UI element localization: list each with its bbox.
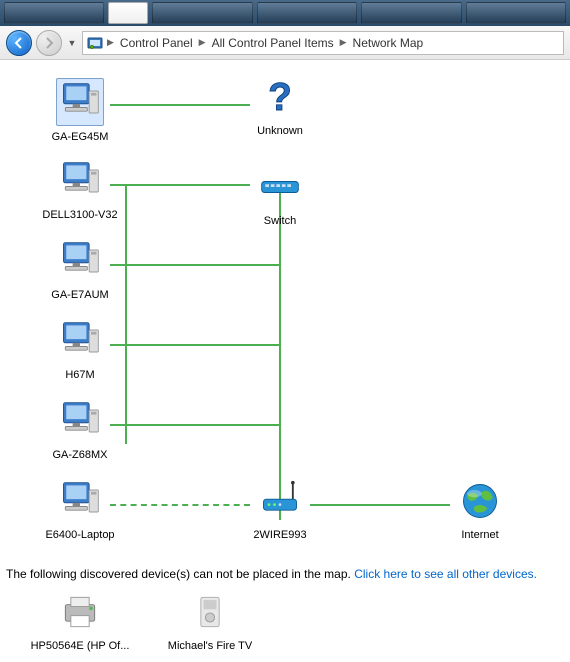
control-panel-icon bbox=[87, 35, 103, 51]
node-label: GA-Z68MX bbox=[30, 449, 130, 461]
message-text: The following discovered device(s) can n… bbox=[6, 567, 354, 581]
node-router[interactable]: 2WIRE993 bbox=[230, 478, 330, 541]
history-dropdown-icon[interactable]: ▼ bbox=[66, 38, 78, 48]
svg-text:?: ? bbox=[268, 76, 292, 119]
tab-placeholder bbox=[4, 2, 104, 24]
connection-line bbox=[279, 190, 281, 520]
node-label: Internet bbox=[430, 529, 530, 541]
node-label: DELL3100-V32 bbox=[30, 209, 130, 221]
connection-line bbox=[310, 504, 450, 506]
navigation-bar: ▼ ▶ Control Panel ▶ All Control Panel It… bbox=[0, 26, 570, 60]
desktop-pc-icon bbox=[57, 318, 103, 364]
connection-line bbox=[110, 184, 250, 186]
printer-icon bbox=[57, 589, 103, 635]
tab-selected bbox=[108, 2, 148, 24]
connection-line bbox=[110, 264, 280, 266]
node-label: GA-EG45M bbox=[30, 131, 130, 143]
breadcrumb-network-map[interactable]: Network Map bbox=[351, 36, 426, 50]
tab-placeholder bbox=[257, 2, 357, 24]
unplaced-devices-row: HP50564E (HP Of... Michael's Fire TV bbox=[0, 583, 570, 658]
connection-line bbox=[110, 424, 280, 426]
desktop-pc-icon bbox=[57, 158, 103, 204]
node-label: Michael's Fire TV bbox=[160, 640, 260, 652]
tab-placeholder bbox=[361, 2, 461, 24]
globe-icon bbox=[457, 478, 503, 524]
desktop-pc-icon bbox=[56, 78, 104, 126]
node-label: 2WIRE993 bbox=[230, 529, 330, 541]
node-pc[interactable]: H67M bbox=[30, 318, 130, 381]
desktop-pc-icon bbox=[57, 398, 103, 444]
tab-placeholder bbox=[152, 2, 252, 24]
node-pc[interactable]: DELL3100-V32 bbox=[30, 158, 130, 221]
node-label: Switch bbox=[230, 215, 330, 227]
desktop-pc-icon bbox=[57, 478, 103, 524]
node-printer[interactable]: HP50564E (HP Of... bbox=[30, 589, 130, 652]
window-tabstrip bbox=[0, 0, 570, 26]
node-label: HP50564E (HP Of... bbox=[30, 640, 130, 652]
node-label: GA-E7AUM bbox=[30, 289, 130, 301]
node-this-pc[interactable]: GA-EG45M bbox=[30, 78, 130, 143]
connection-line bbox=[110, 344, 280, 346]
node-label: E6400-Laptop bbox=[30, 529, 130, 541]
node-internet[interactable]: Internet bbox=[430, 478, 530, 541]
chevron-right-icon: ▶ bbox=[105, 37, 116, 48]
unplaced-devices-message: The following discovered device(s) can n… bbox=[0, 565, 570, 583]
see-all-devices-link[interactable]: Click here to see all other devices. bbox=[354, 567, 537, 581]
chevron-right-icon: ▶ bbox=[197, 37, 208, 48]
media-device-icon bbox=[187, 589, 233, 635]
address-breadcrumb[interactable]: ▶ Control Panel ▶ All Control Panel Item… bbox=[82, 31, 564, 55]
network-map-canvas: GA-EG45M ? Unknown DELL3100-V32 Switch bbox=[0, 60, 570, 565]
desktop-pc-icon bbox=[57, 238, 103, 284]
back-button[interactable] bbox=[6, 30, 32, 56]
chevron-right-icon: ▶ bbox=[338, 37, 349, 48]
router-icon bbox=[257, 478, 303, 524]
node-switch[interactable]: Switch bbox=[230, 164, 330, 227]
tab-placeholder bbox=[466, 2, 566, 24]
node-laptop[interactable]: E6400-Laptop bbox=[30, 478, 130, 541]
switch-icon bbox=[257, 164, 303, 210]
connection-line bbox=[110, 104, 250, 106]
node-pc[interactable]: GA-E7AUM bbox=[30, 238, 130, 301]
node-media-device[interactable]: Michael's Fire TV bbox=[160, 589, 260, 652]
breadcrumb-all-items[interactable]: All Control Panel Items bbox=[210, 36, 336, 50]
unknown-icon: ? bbox=[257, 74, 303, 120]
breadcrumb-control-panel[interactable]: Control Panel bbox=[118, 36, 195, 50]
node-label: H67M bbox=[30, 369, 130, 381]
forward-button[interactable] bbox=[36, 30, 62, 56]
connection-line-wireless bbox=[110, 504, 250, 506]
node-pc[interactable]: GA-Z68MX bbox=[30, 398, 130, 461]
node-unknown[interactable]: ? Unknown bbox=[230, 74, 330, 137]
node-label: Unknown bbox=[230, 125, 330, 137]
